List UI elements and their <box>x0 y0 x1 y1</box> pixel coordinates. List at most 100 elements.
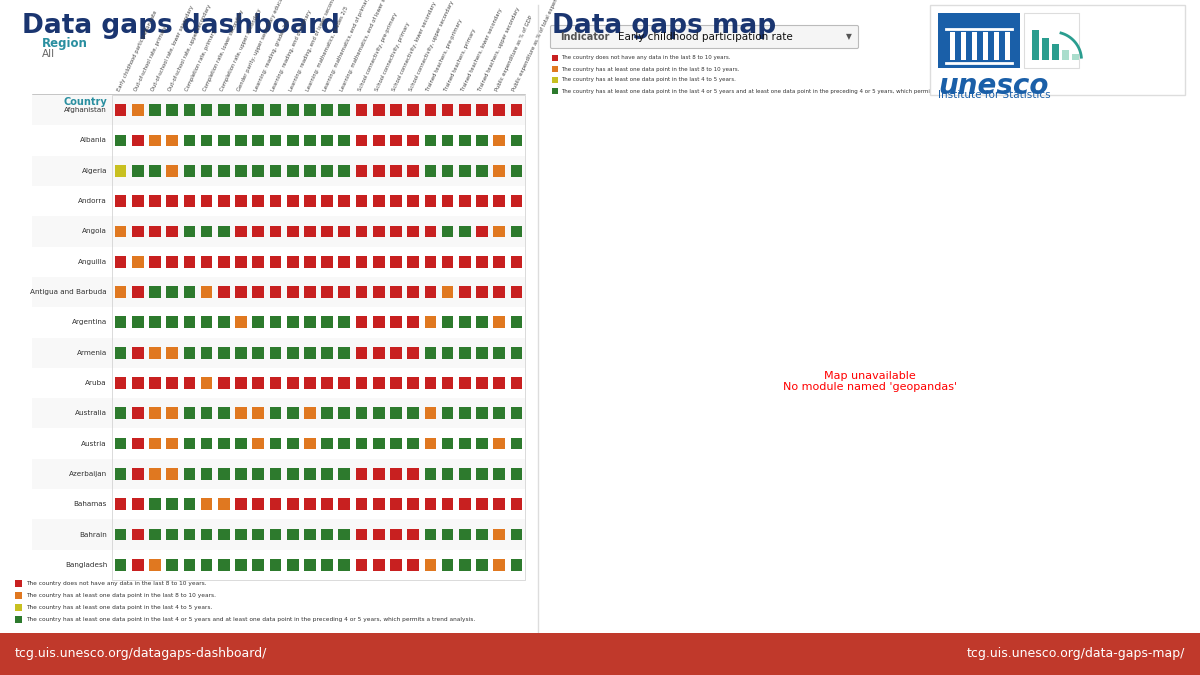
Bar <box>425 498 437 510</box>
Bar <box>458 559 470 570</box>
Bar <box>132 529 144 541</box>
Bar <box>425 529 437 541</box>
Bar <box>167 408 178 419</box>
Bar <box>252 529 264 541</box>
Bar <box>218 195 229 207</box>
Bar <box>407 498 419 510</box>
Bar <box>322 134 332 146</box>
Bar <box>322 498 332 510</box>
Text: Completion rate, upper secondary: Completion rate, upper secondary <box>220 7 262 92</box>
Bar <box>235 195 247 207</box>
Bar <box>458 225 470 237</box>
Bar <box>510 438 522 450</box>
Bar <box>304 286 316 298</box>
Bar <box>287 559 299 570</box>
Bar <box>270 286 281 298</box>
Bar <box>425 134 437 146</box>
Bar <box>322 529 332 541</box>
Bar <box>390 165 402 177</box>
Bar <box>218 225 229 237</box>
Bar <box>510 498 522 510</box>
Bar <box>304 165 316 177</box>
Bar <box>338 195 350 207</box>
Bar <box>322 559 332 570</box>
Bar <box>476 165 488 177</box>
Bar <box>961 32 966 60</box>
Bar <box>167 286 178 298</box>
Bar <box>218 408 229 419</box>
Bar <box>167 559 178 570</box>
Bar <box>115 377 126 389</box>
Bar <box>476 225 488 237</box>
Bar <box>304 256 316 267</box>
Bar <box>167 195 178 207</box>
Bar <box>218 438 229 450</box>
Bar <box>425 165 437 177</box>
Bar <box>373 347 384 358</box>
Bar <box>218 105 229 116</box>
Bar <box>442 225 454 237</box>
Bar <box>407 438 419 450</box>
Bar <box>338 438 350 450</box>
Bar <box>235 317 247 328</box>
Bar <box>184 134 196 146</box>
Bar <box>355 559 367 570</box>
Bar <box>493 529 505 541</box>
Bar <box>149 225 161 237</box>
Bar <box>552 77 558 83</box>
Bar <box>476 347 488 358</box>
Bar <box>149 377 161 389</box>
Bar <box>287 377 299 389</box>
Bar <box>252 134 264 146</box>
Bar <box>338 134 350 146</box>
Bar <box>184 377 196 389</box>
Bar <box>373 377 384 389</box>
Bar <box>493 256 505 267</box>
Bar <box>322 195 332 207</box>
Bar <box>252 468 264 480</box>
Text: Learning: reading, end of primary: Learning: reading, end of primary <box>271 9 313 92</box>
Bar <box>115 559 126 570</box>
Bar <box>442 134 454 146</box>
Bar <box>149 317 161 328</box>
Bar <box>552 88 558 94</box>
Bar <box>200 377 212 389</box>
Bar <box>493 559 505 570</box>
Text: All: All <box>42 49 55 59</box>
Text: Data gaps dashboard: Data gaps dashboard <box>22 13 340 39</box>
Bar <box>304 195 316 207</box>
Bar <box>235 105 247 116</box>
Bar <box>200 468 212 480</box>
Text: Bangladesh: Bangladesh <box>65 562 107 568</box>
Bar <box>304 225 316 237</box>
Bar <box>476 559 488 570</box>
Text: School connectivity, pre-primary: School connectivity, pre-primary <box>356 11 398 92</box>
Text: Learning: reading, grades 2/3: Learning: reading, grades 2/3 <box>253 19 292 92</box>
Text: Antigua and Barbuda: Antigua and Barbuda <box>30 289 107 295</box>
Bar <box>235 468 247 480</box>
Bar <box>115 256 126 267</box>
Bar <box>184 408 196 419</box>
Bar <box>390 286 402 298</box>
Text: Learning: reading, end of lower secondary: Learning: reading, end of lower secondar… <box>288 0 340 92</box>
Text: Afghanistan: Afghanistan <box>65 107 107 113</box>
Bar <box>235 438 247 450</box>
Bar <box>32 459 526 489</box>
Bar <box>115 468 126 480</box>
Text: Algeria: Algeria <box>82 168 107 173</box>
Bar <box>338 225 350 237</box>
Bar <box>322 468 332 480</box>
Bar <box>425 286 437 298</box>
Bar <box>132 317 144 328</box>
Bar <box>442 559 454 570</box>
Bar <box>32 519 526 549</box>
Bar <box>390 225 402 237</box>
Bar <box>1024 13 1079 68</box>
Bar <box>167 317 178 328</box>
Bar <box>252 165 264 177</box>
Bar <box>493 498 505 510</box>
Bar <box>287 165 299 177</box>
Bar <box>442 468 454 480</box>
Bar <box>390 468 402 480</box>
Bar <box>493 438 505 450</box>
